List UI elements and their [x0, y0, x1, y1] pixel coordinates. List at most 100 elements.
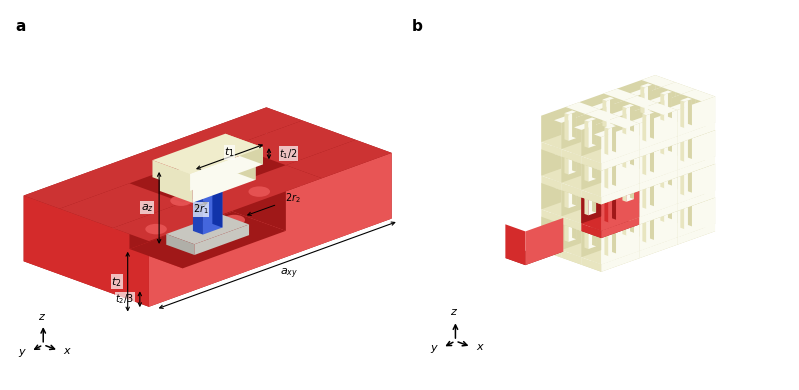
Polygon shape: [657, 136, 678, 170]
Polygon shape: [681, 199, 692, 203]
Polygon shape: [695, 89, 715, 123]
Polygon shape: [609, 193, 616, 222]
Polygon shape: [657, 115, 715, 136]
Polygon shape: [586, 177, 619, 189]
Polygon shape: [619, 116, 639, 150]
Polygon shape: [194, 224, 249, 255]
Polygon shape: [606, 116, 639, 128]
Polygon shape: [678, 105, 691, 136]
Polygon shape: [60, 183, 183, 228]
Polygon shape: [599, 109, 619, 143]
Polygon shape: [561, 136, 619, 156]
Polygon shape: [622, 208, 626, 236]
Polygon shape: [153, 160, 190, 191]
Polygon shape: [582, 176, 639, 197]
Polygon shape: [657, 190, 695, 230]
Polygon shape: [638, 122, 657, 136]
Polygon shape: [641, 184, 652, 189]
Polygon shape: [564, 110, 576, 115]
Polygon shape: [542, 116, 561, 149]
Polygon shape: [657, 115, 695, 136]
Polygon shape: [650, 163, 671, 170]
Polygon shape: [619, 176, 639, 191]
Polygon shape: [582, 223, 601, 238]
Polygon shape: [619, 197, 657, 218]
Polygon shape: [223, 153, 256, 180]
Polygon shape: [650, 145, 654, 172]
Polygon shape: [561, 177, 599, 216]
Polygon shape: [638, 108, 695, 129]
Polygon shape: [617, 190, 638, 223]
Polygon shape: [670, 103, 691, 110]
Polygon shape: [682, 157, 715, 169]
Polygon shape: [506, 245, 563, 265]
Polygon shape: [592, 151, 596, 179]
Polygon shape: [622, 171, 634, 176]
Polygon shape: [626, 139, 634, 168]
Polygon shape: [623, 197, 657, 209]
Polygon shape: [638, 209, 695, 230]
Polygon shape: [619, 179, 633, 210]
Polygon shape: [657, 123, 715, 144]
Polygon shape: [561, 237, 599, 257]
Polygon shape: [650, 96, 671, 103]
Ellipse shape: [145, 224, 167, 234]
Polygon shape: [638, 82, 675, 122]
Polygon shape: [657, 224, 715, 245]
Polygon shape: [619, 210, 639, 225]
Text: x: x: [63, 346, 70, 356]
Polygon shape: [638, 142, 695, 163]
Polygon shape: [638, 91, 651, 122]
Polygon shape: [561, 203, 599, 224]
Polygon shape: [542, 102, 579, 142]
Polygon shape: [606, 132, 614, 161]
Polygon shape: [582, 163, 601, 197]
Polygon shape: [579, 102, 599, 136]
Polygon shape: [574, 156, 595, 163]
Polygon shape: [638, 217, 695, 238]
Polygon shape: [568, 112, 576, 141]
Polygon shape: [561, 152, 575, 183]
Polygon shape: [582, 150, 619, 190]
Polygon shape: [657, 157, 715, 177]
Polygon shape: [638, 183, 675, 223]
Text: x: x: [476, 342, 483, 352]
Polygon shape: [604, 161, 609, 189]
Polygon shape: [592, 219, 596, 246]
Polygon shape: [601, 183, 639, 204]
Polygon shape: [604, 226, 616, 230]
Polygon shape: [609, 227, 616, 256]
Polygon shape: [619, 150, 639, 183]
Polygon shape: [555, 115, 575, 123]
Polygon shape: [619, 136, 657, 176]
Polygon shape: [657, 199, 671, 230]
Polygon shape: [599, 230, 657, 251]
Polygon shape: [233, 146, 286, 231]
Polygon shape: [542, 136, 579, 176]
Polygon shape: [657, 197, 678, 211]
Polygon shape: [682, 89, 715, 101]
Polygon shape: [678, 130, 715, 170]
Polygon shape: [681, 131, 692, 135]
Polygon shape: [630, 205, 634, 233]
Polygon shape: [160, 176, 193, 203]
Polygon shape: [542, 162, 599, 183]
Polygon shape: [568, 145, 576, 174]
Polygon shape: [657, 98, 671, 129]
Polygon shape: [617, 89, 638, 122]
Polygon shape: [601, 132, 615, 163]
Polygon shape: [681, 201, 684, 229]
Polygon shape: [599, 96, 638, 136]
Polygon shape: [619, 103, 657, 143]
Polygon shape: [601, 124, 639, 163]
Polygon shape: [619, 163, 678, 183]
Polygon shape: [561, 143, 599, 183]
Polygon shape: [542, 237, 599, 257]
Polygon shape: [599, 143, 619, 176]
Polygon shape: [619, 213, 633, 244]
Polygon shape: [582, 184, 639, 204]
Polygon shape: [638, 124, 651, 156]
Polygon shape: [655, 176, 675, 209]
Polygon shape: [599, 138, 613, 169]
Polygon shape: [506, 224, 526, 265]
